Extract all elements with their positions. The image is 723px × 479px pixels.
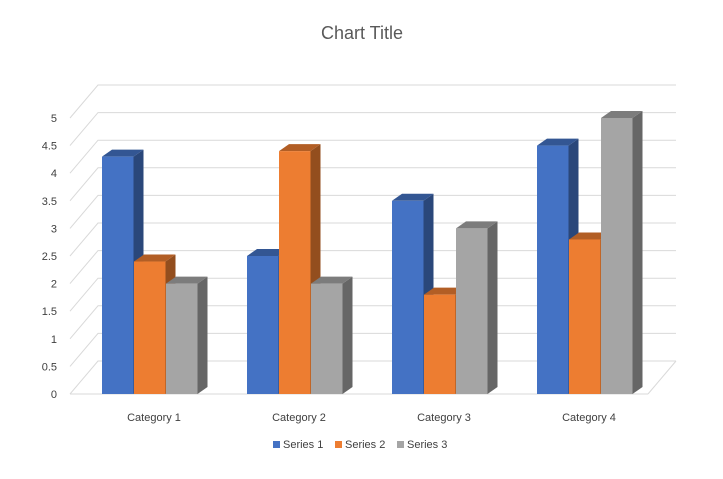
gridline: [69, 139, 676, 174]
bar-top: [392, 193, 434, 201]
legend-swatch: [397, 441, 404, 448]
bar-front: [424, 294, 456, 394]
category-label: Category 1: [127, 412, 181, 424]
y-tick-label: 4.5: [42, 141, 57, 153]
bar-front: [166, 283, 198, 394]
y-tick-label: 1.5: [42, 306, 57, 318]
y-tick-label: 0: [51, 389, 57, 401]
bar-side: [342, 276, 353, 394]
bar-top: [102, 149, 144, 157]
bar-series-3-category-4: [601, 111, 643, 394]
legend-swatch: [335, 441, 342, 448]
legend-swatch: [273, 441, 280, 448]
bar-front: [311, 283, 343, 394]
bar-top: [134, 254, 176, 262]
bar-top: [537, 138, 579, 146]
bar-series-1-category-3: [392, 193, 434, 394]
bar-top: [601, 111, 643, 118]
bar-series-3-category-3: [456, 221, 498, 394]
bar-front: [102, 156, 134, 394]
gridline: [69, 167, 676, 202]
category-label: Category 2: [272, 412, 326, 424]
bar-top: [569, 232, 611, 240]
bars: [102, 111, 643, 394]
y-tick-label: 1: [51, 334, 57, 346]
bar-top: [279, 144, 321, 152]
floor-edge: [647, 360, 677, 395]
bar-top: [456, 221, 498, 229]
bar-series-3-category-2: [311, 276, 353, 394]
legend: Series 1 Series 2 Series 3: [273, 439, 447, 451]
y-axis-tick-labels: 0 0.5 1 1.5 2 2.5 3 3.5 4 4.5 5: [42, 113, 57, 401]
category-label: Category 3: [417, 412, 471, 424]
y-tick-label: 3: [51, 223, 57, 235]
bar-front: [279, 151, 311, 394]
bar-side: [632, 111, 643, 394]
bar-front: [134, 261, 166, 394]
bar-front: [392, 200, 424, 394]
bar-top: [311, 276, 353, 284]
legend-item-series-3: Series 3: [397, 439, 447, 451]
category-axis-labels: Category 1 Category 2 Category 3 Category 4: [127, 412, 616, 424]
legend-item-series-2: Series 2: [335, 439, 385, 451]
chart-title: Chart Title: [321, 23, 403, 43]
bar-top: [166, 276, 208, 284]
legend-label: Series 2: [345, 439, 385, 451]
y-tick-label: 4: [51, 168, 57, 180]
legend-label: Series 1: [283, 439, 323, 451]
bar-top: [247, 249, 289, 256]
y-tick-label: 2: [51, 279, 57, 291]
bar-front: [247, 256, 279, 394]
bar-series-3-category-1: [166, 276, 208, 394]
legend-label: Series 3: [407, 439, 447, 451]
bar-front: [537, 145, 569, 394]
legend-item-series-1: Series 1: [273, 439, 323, 451]
bar-front: [456, 228, 488, 394]
category-label: Category 4: [562, 412, 616, 424]
y-tick-label: 5: [51, 113, 57, 125]
bar-side: [197, 276, 208, 394]
y-tick-label: 2.5: [42, 251, 57, 263]
y-tick-label: 0.5: [42, 361, 57, 373]
bar-side: [487, 221, 498, 394]
bar-top: [424, 287, 466, 295]
bar-front: [601, 118, 633, 394]
y-tick-label: 3.5: [42, 196, 57, 208]
bar-front: [569, 239, 601, 394]
gridline: [69, 194, 676, 229]
gridline: [69, 84, 676, 119]
gridline: [69, 112, 676, 146]
